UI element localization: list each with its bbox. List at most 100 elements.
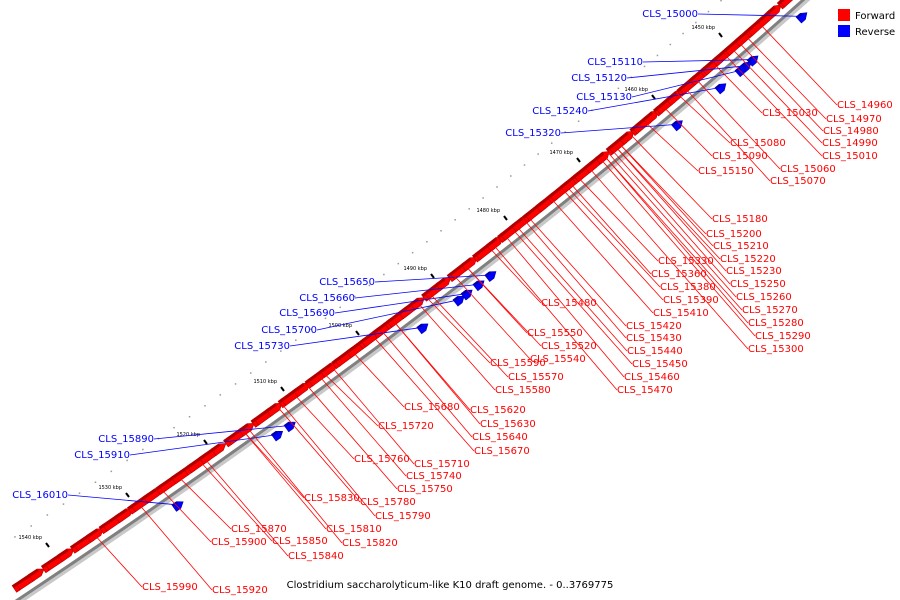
forward-gene-arrow-shade — [114, 508, 128, 519]
forward-gene-label: CLS_14970 — [826, 114, 882, 125]
forward-gene-label-leader — [745, 35, 827, 120]
legend-forward-swatch — [838, 9, 850, 21]
forward-gene-label-leader — [453, 274, 531, 360]
forward-gene-label-leader — [759, 23, 838, 106]
scale-tick-label: 1520 kbp — [176, 432, 200, 438]
forward-gene-label-leader — [465, 265, 528, 334]
reverse-gene-label: CLS_15000 — [642, 9, 698, 20]
forward-gene-label: CLS_15740 — [406, 471, 462, 482]
reverse-gene-label-leader — [560, 123, 679, 134]
scale-subtick — [537, 153, 539, 155]
forward-gene-label-leader — [372, 336, 475, 452]
forward-gene-arrow-shade — [535, 197, 549, 208]
scale-tick-mark — [718, 32, 723, 38]
reverse-gene-label-leader — [587, 86, 722, 112]
forward-gene-label-leader — [713, 63, 763, 114]
forward-gene-label: CLS_15580 — [495, 385, 551, 396]
forward-gene-label-leader — [319, 375, 407, 477]
forward-gene-label-leader — [618, 143, 707, 235]
forward-gene-label-leader — [160, 488, 212, 543]
forward-gene-label: CLS_15840 — [288, 551, 344, 562]
forward-gene-label-leader — [331, 366, 415, 465]
forward-gene-arrow-shade — [211, 443, 221, 451]
forward-gene-label-leader — [277, 406, 361, 503]
scale-subtick — [510, 175, 512, 177]
forward-gene-label-leader — [293, 394, 355, 460]
forward-gene-arrow-shade — [461, 257, 472, 267]
forward-gene-arrow — [766, 4, 782, 19]
forward-gene-label: CLS_15380 — [660, 282, 716, 293]
scale-subtick — [550, 142, 553, 144]
forward-gene-label-leader — [306, 385, 398, 490]
legend-reverse-swatch — [838, 25, 850, 37]
scale-subtick — [695, 21, 697, 24]
forward-gene-label: CLS_15640 — [472, 432, 528, 443]
forward-gene-arrow — [265, 402, 283, 417]
forward-gene-label: CLS_15360 — [651, 269, 707, 280]
forward-gene-arrow-shade — [712, 50, 725, 63]
forward-gene-label-leader — [204, 458, 289, 557]
forward-gene-label: CLS_15300 — [748, 344, 804, 355]
scale-subtick — [30, 525, 32, 527]
forward-gene-label: CLS_15820 — [342, 538, 398, 549]
forward-gene-label: CLS_15180 — [712, 214, 768, 225]
backbone-line — [14, 0, 806, 600]
forward-gene-label-leader — [425, 296, 491, 364]
map-caption: Clostridium saccharolyticum-like K10 dra… — [287, 580, 614, 591]
scale-tick-label: 1500 kbp — [328, 323, 352, 329]
forward-gene-label: CLS_15750 — [397, 484, 453, 495]
scale-subtick — [643, 65, 646, 68]
scale-subtick — [656, 54, 659, 57]
scale-subtick — [324, 317, 327, 320]
forward-gene-arrow-shade — [398, 302, 414, 315]
forward-gene-label-leader — [577, 176, 659, 262]
scale-subtick — [468, 208, 470, 210]
forward-gene-label-leader — [524, 219, 627, 339]
forward-gene-label: CLS_15480 — [541, 298, 597, 309]
reverse-gene-label: CLS_15730 — [234, 341, 290, 352]
forward-gene-arrow-shade — [642, 111, 654, 121]
scale-subtick — [234, 383, 237, 385]
scale-subtick — [46, 514, 49, 516]
scale-tick-mark — [503, 215, 508, 221]
forward-gene-label-leader — [323, 372, 379, 427]
forward-gene-label: CLS_15270 — [742, 305, 798, 316]
forward-gene-label-leader — [630, 133, 713, 220]
gene-layer — [11, 0, 808, 593]
backbone-shadow — [18, 0, 811, 600]
reverse-gene-label-leader — [631, 69, 742, 98]
forward-gene-label-leader — [492, 244, 618, 391]
forward-gene-label: CLS_15150 — [698, 166, 754, 177]
legend-forward-label: Forward — [855, 11, 895, 22]
reverse-gene-label: CLS_15130 — [576, 92, 632, 103]
forward-gene-arrow-shade — [584, 156, 599, 169]
scale-subtick — [309, 328, 312, 331]
forward-gene-label: CLS_15260 — [736, 292, 792, 303]
scale-subtick — [383, 273, 385, 276]
forward-gene-label-leader — [527, 216, 627, 327]
forward-gene-label: CLS_15760 — [354, 454, 410, 465]
scale-subtick — [204, 405, 206, 407]
forward-gene-label: CLS_15230 — [726, 266, 782, 277]
forward-gene-label: CLS_15620 — [470, 405, 526, 416]
scale-tick-mark — [203, 439, 208, 445]
forward-gene-label-leader — [393, 320, 481, 425]
forward-gene-arrow-shade — [435, 277, 446, 287]
scale-tick-mark — [355, 330, 360, 336]
forward-gene-arrow-shade — [238, 423, 249, 432]
forward-gene-label: CLS_15410 — [653, 308, 709, 319]
forward-gene-label: CLS_15210 — [713, 241, 769, 252]
reverse-gene-label: CLS_15120 — [571, 73, 627, 84]
scale-subtick — [126, 459, 128, 462]
forward-gene-label: CLS_15870 — [231, 524, 287, 535]
forward-gene-label: CLS_15420 — [626, 321, 682, 332]
forward-gene-label-leader — [684, 87, 771, 182]
forward-gene-arrow-shade — [410, 298, 420, 306]
reverse-gene-label-leader — [697, 13, 803, 17]
reverse-gene-label: CLS_16010 — [12, 490, 68, 501]
scale-subtick — [454, 219, 456, 221]
forward-gene-label: CLS_15440 — [627, 346, 683, 357]
scale-tick-layer: 1450 kbp 1460 kbp 1470 kbp 1480 kbp 1490 kbp… — [14, 0, 723, 548]
